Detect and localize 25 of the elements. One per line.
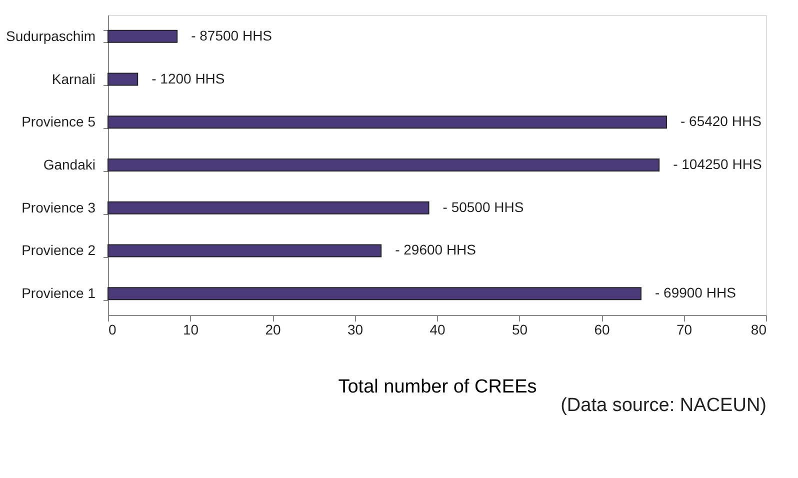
x-tick-label: 30 — [347, 322, 364, 338]
y-tick-label: Provience 1 — [22, 285, 96, 302]
annotation: - 104250 HHS — [673, 156, 762, 172]
annotation: - 50500 HHS — [442, 198, 524, 215]
y-tick-label: Provience 2 — [22, 242, 96, 258]
x-tick-label: 80 — [750, 322, 767, 338]
x-tick-label: 60 — [594, 322, 610, 338]
y-tick-label: Karnali — [52, 70, 96, 87]
y-tick-label: Provience 3 — [22, 199, 96, 216]
y-tick-label: Provience 5 — [22, 114, 96, 130]
x-tick-label: 50 — [512, 322, 528, 338]
x-tick-label: 40 — [430, 322, 446, 338]
annotation: - 69900 HHS — [654, 284, 736, 301]
annotation: - 1200 HHS — [152, 70, 225, 86]
y-tick-label: Sudurpaschim — [6, 28, 96, 44]
y-tick-label: Gandaki — [43, 156, 96, 172]
text: (Data source: NACEUN) — [560, 395, 766, 416]
annotation: - 87500 HHS — [191, 27, 272, 44]
x-tick-label: 10 — [182, 322, 199, 338]
x-tick-label: 70 — [676, 322, 692, 338]
x-tick-label: 20 — [265, 322, 281, 338]
annotation: - 65420 HHS — [680, 113, 762, 130]
annotation: - 29600 HHS — [395, 242, 476, 258]
x-tick-label: 0 — [108, 322, 116, 338]
x-axis-title: Total number of CREEs — [338, 376, 537, 398]
